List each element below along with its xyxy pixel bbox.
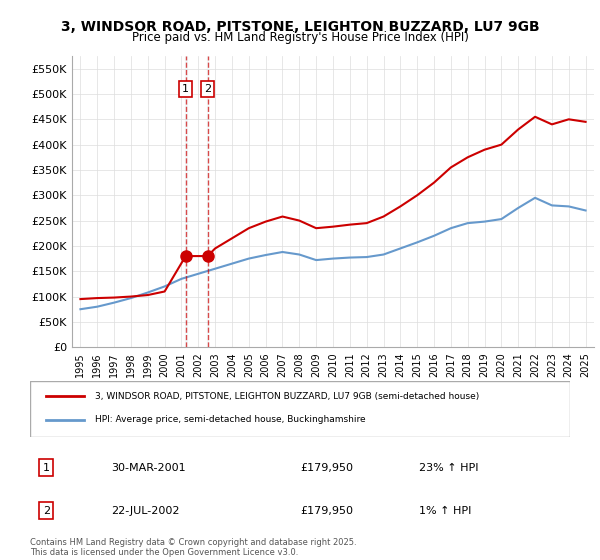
Text: 30-MAR-2001: 30-MAR-2001: [111, 463, 185, 473]
Bar: [207, 56, 208, 347]
Text: 1: 1: [43, 463, 50, 473]
Text: £179,950: £179,950: [300, 463, 353, 473]
Text: HPI: Average price, semi-detached house, Buckinghamshire: HPI: Average price, semi-detached house,…: [95, 416, 365, 424]
Text: Contains HM Land Registry data © Crown copyright and database right 2025.
This d: Contains HM Land Registry data © Crown c…: [30, 538, 356, 557]
Text: Price paid vs. HM Land Registry's House Price Index (HPI): Price paid vs. HM Land Registry's House …: [131, 31, 469, 44]
Text: 23% ↑ HPI: 23% ↑ HPI: [419, 463, 478, 473]
Bar: [185, 56, 187, 347]
Text: 22-JUL-2002: 22-JUL-2002: [111, 506, 179, 516]
Text: 3, WINDSOR ROAD, PITSTONE, LEIGHTON BUZZARD, LU7 9GB (semi-detached house): 3, WINDSOR ROAD, PITSTONE, LEIGHTON BUZZ…: [95, 392, 479, 401]
Text: 1: 1: [182, 84, 189, 94]
Text: £179,950: £179,950: [300, 506, 353, 516]
Text: 3, WINDSOR ROAD, PITSTONE, LEIGHTON BUZZARD, LU7 9GB: 3, WINDSOR ROAD, PITSTONE, LEIGHTON BUZZ…: [61, 20, 539, 34]
FancyBboxPatch shape: [30, 381, 570, 437]
Text: 2: 2: [204, 84, 211, 94]
Text: 2: 2: [43, 506, 50, 516]
Text: 1% ↑ HPI: 1% ↑ HPI: [419, 506, 471, 516]
